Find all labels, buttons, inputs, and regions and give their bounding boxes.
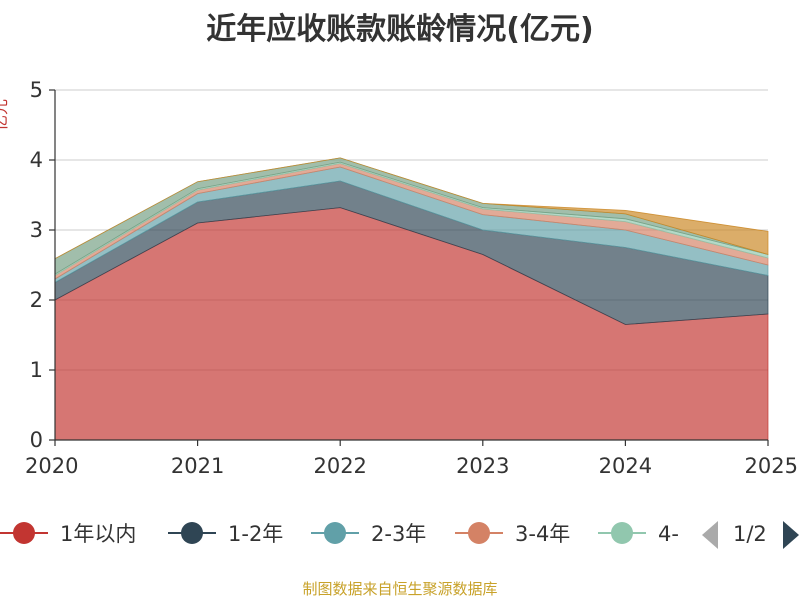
legend-label: 3-4年 bbox=[515, 522, 570, 546]
legend-label: 2-3年 bbox=[371, 522, 426, 546]
legend-marker bbox=[324, 522, 346, 544]
legend-marker bbox=[181, 522, 203, 544]
legend-label: 4- bbox=[658, 522, 679, 546]
y-tick-label: 3 bbox=[30, 218, 43, 242]
legend-marker bbox=[611, 522, 633, 544]
y-axis-label: 亿元 bbox=[0, 99, 10, 131]
legend-marker bbox=[468, 522, 490, 544]
axes: 0 1 2 3 4 5 2020 2021 2022 2023 2024 2025 亿元 bbox=[0, 78, 798, 478]
y-tick-label: 0 bbox=[30, 428, 43, 452]
chart-title: 近年应收账款账龄情况(亿元) bbox=[206, 12, 594, 47]
y-tick-label: 1 bbox=[30, 358, 43, 382]
x-tick-label: 2022 bbox=[313, 454, 366, 478]
x-tick-label: 2025 bbox=[745, 454, 798, 478]
legend-item-1[interactable]: 1-2年 bbox=[168, 522, 283, 546]
legend-next-icon[interactable] bbox=[783, 521, 799, 549]
legend-item-3[interactable]: 3-4年 bbox=[455, 522, 570, 546]
y-tick-label: 5 bbox=[30, 78, 43, 102]
legend-marker bbox=[13, 522, 35, 544]
legend-item-4[interactable]: 4- bbox=[598, 522, 679, 546]
legend-item-0[interactable]: 1年以内 bbox=[0, 522, 136, 546]
x-tick-label: 2023 bbox=[456, 454, 509, 478]
area-series-6 bbox=[54, 157, 769, 260]
legend-page-indicator: 1/2 bbox=[733, 522, 767, 546]
x-tick-label: 2024 bbox=[599, 454, 652, 478]
y-tick-label: 4 bbox=[30, 148, 43, 172]
legend-prev-icon[interactable] bbox=[702, 521, 718, 549]
legend-item-2[interactable]: 2-3年 bbox=[311, 522, 426, 546]
y-tick-label: 2 bbox=[30, 288, 43, 312]
legend[interactable]: 1年以内 1-2年 2-3年 3-4年 4- 1/2 bbox=[0, 521, 799, 549]
area-series-group bbox=[54, 157, 769, 441]
legend-label: 1年以内 bbox=[60, 522, 136, 546]
x-tick-label: 2020 bbox=[25, 454, 78, 478]
legend-label: 1-2年 bbox=[228, 522, 283, 546]
x-tick-label: 2021 bbox=[171, 454, 224, 478]
source-note: 制图数据来自恒生聚源数据库 bbox=[302, 580, 498, 598]
